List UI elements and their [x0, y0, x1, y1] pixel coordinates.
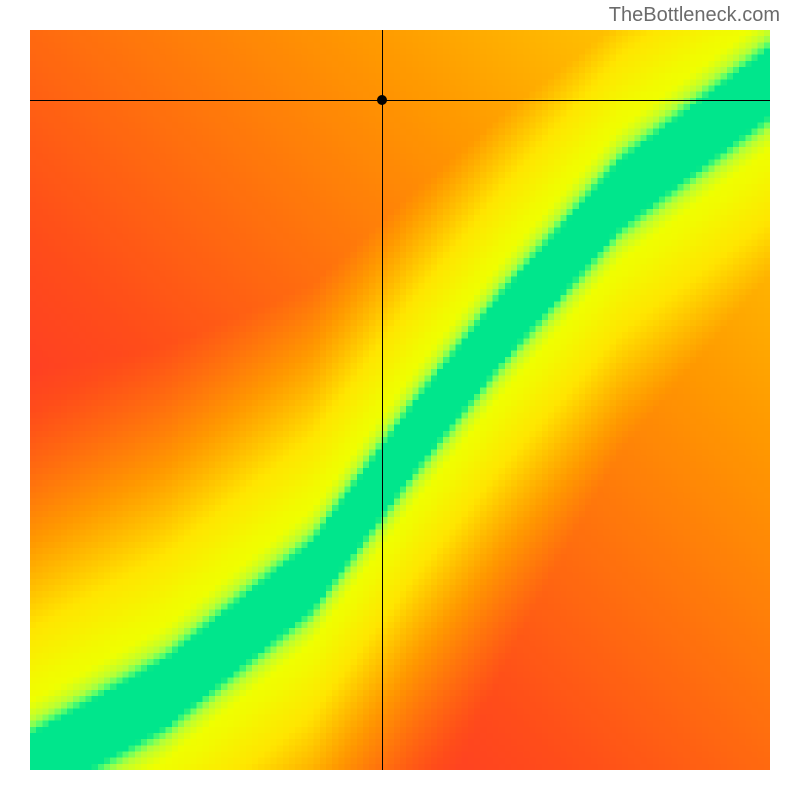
crosshair-marker — [377, 95, 387, 105]
heatmap-canvas — [30, 30, 770, 770]
crosshair-vertical — [382, 30, 383, 770]
watermark-text: TheBottleneck.com — [609, 4, 780, 27]
crosshair-horizontal — [30, 100, 770, 101]
bottleneck-heatmap — [30, 30, 770, 770]
